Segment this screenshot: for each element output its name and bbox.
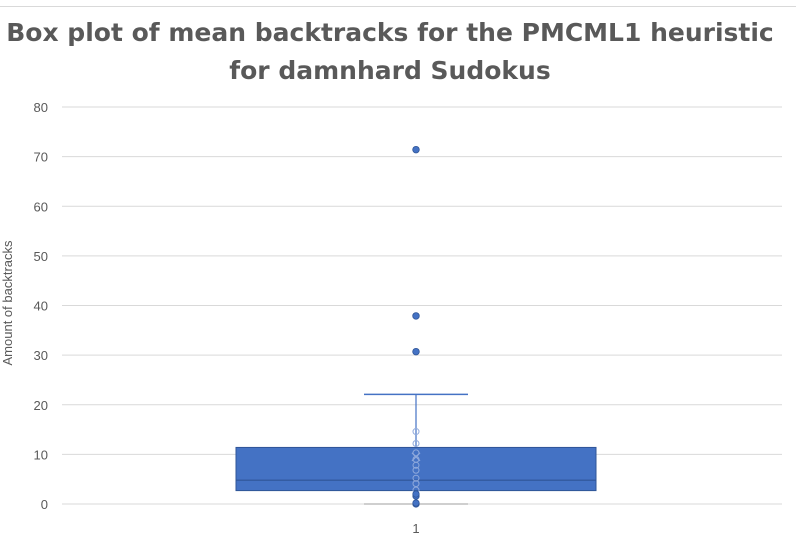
data-point-7 — [412, 466, 420, 474]
data-point-12 — [412, 428, 420, 436]
top-frame-line — [0, 0, 796, 7]
y-tick-label-40: 40 — [34, 299, 48, 314]
data-point-10 — [412, 449, 420, 457]
data-point-11 — [412, 439, 420, 447]
data-point-5 — [412, 480, 420, 488]
data-point-6 — [412, 474, 420, 482]
chart-title-line-1: Box plot of mean backtracks for the PMCM… — [6, 18, 774, 47]
y-tick-label-80: 80 — [34, 100, 48, 115]
outlier-point-1 — [412, 312, 420, 320]
y-tick-label-30: 30 — [34, 348, 48, 363]
y-tick-label-70: 70 — [34, 150, 48, 165]
y-tick-label-0: 0 — [41, 497, 48, 512]
x-tick-label-0: 1 — [412, 521, 419, 536]
y-tick-label-20: 20 — [34, 398, 48, 413]
chart-title-line-2: for damnhard Sudokus — [229, 56, 551, 85]
outlier-point-0 — [412, 347, 420, 356]
outlier-point-2 — [412, 145, 420, 154]
low-point-3 — [412, 490, 420, 498]
y-tick-label-10: 10 — [34, 447, 48, 462]
low-point-1 — [412, 499, 420, 507]
y-tick-label-50: 50 — [34, 249, 48, 264]
chart-title: Box plot of mean backtracks for the PMCM… — [0, 14, 780, 90]
mean-marker-b — [411, 452, 421, 462]
y-tick-label-60: 60 — [34, 199, 48, 214]
box-iqr — [235, 446, 597, 492]
